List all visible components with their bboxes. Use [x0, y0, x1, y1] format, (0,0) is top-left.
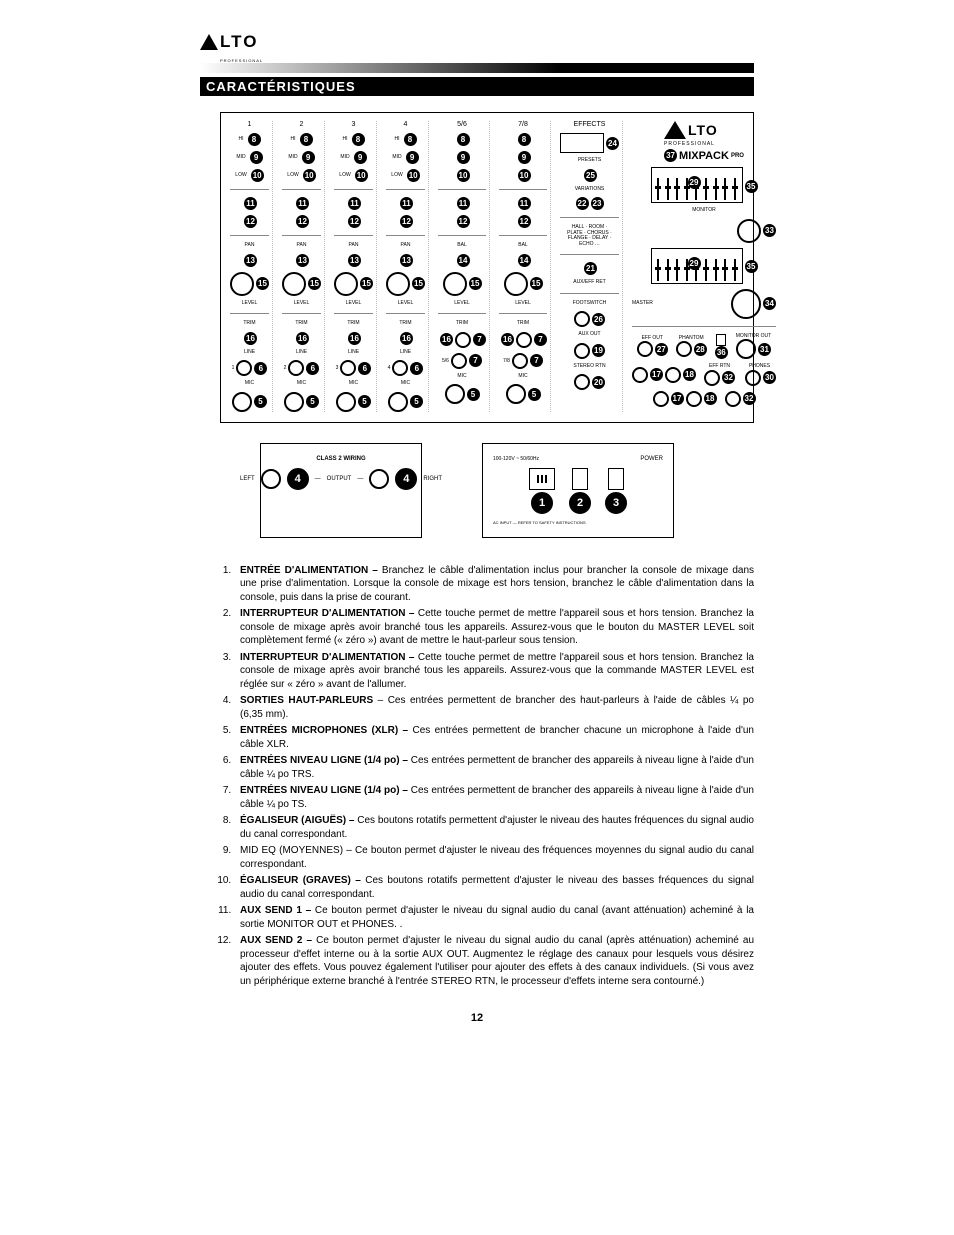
feature-item: ENTRÉE D'ALIMENTATION – Branchez le câbl… [234, 564, 754, 605]
features-list: ENTRÉE D'ALIMENTATION – Branchez le câbl… [200, 564, 754, 989]
product-brand: LTO PROFESSIONAL 37MIXPACKPRO [664, 121, 744, 162]
channel-2: 2 HI8 MID9 LOW10 11 12 PAN 13 15 LEVEL T… [279, 121, 325, 412]
feature-item: ENTRÉES NIVEAU LIGNE (1/4 po) – Ces entr… [234, 754, 754, 781]
output-panel: CLASS 2 WIRING LEFT 4 — OUTPUT — 4 RIGHT [260, 443, 422, 538]
master-eq: 29 [651, 248, 743, 284]
section-title: CARACTÉRISTIQUES [200, 77, 754, 96]
triangle-icon [200, 34, 218, 50]
feature-item: SORTIES HAUT-PARLEURS – Ces entrées perm… [234, 694, 754, 721]
feature-item: AUX SEND 1 – Ce bouton permet d'ajuster … [234, 904, 754, 931]
channel-1: 1 HI8 MID9 LOW10 11 12 PAN 13 15 LEVEL T… [227, 121, 273, 412]
feature-item: INTERRUPTEUR D'ALIMENTATION – Cette touc… [234, 607, 754, 648]
feature-item: INTERRUPTEUR D'ALIMENTATION – Cette touc… [234, 651, 754, 692]
feature-item: MID EQ (MOYENNES) – Ce bouton permet d'a… [234, 844, 754, 871]
monitor-eq: 29 [651, 167, 743, 203]
channel-3: 3 HI8 MID9 LOW10 11 12 PAN 13 15 LEVEL T… [331, 121, 377, 412]
channel-7-8: 7/8 8 9 10 11 12 BAL 14 15 LEVEL TRIM 16… [496, 121, 551, 412]
effects-section: EFFECTS 24 PRESETS 25 VARIATIONS 2223 HA… [557, 121, 623, 412]
brand-logo: LTO [200, 32, 754, 52]
brand-name: LTO [220, 32, 258, 52]
power-panel: 100-120V ~ 50/60Hz POWER 1 2 3 AC INPUT … [482, 443, 674, 538]
feature-item: ÉGALISEUR (AIGUËS) – Ces boutons rotatif… [234, 814, 754, 841]
feature-item: ENTRÉES MICROPHONES (XLR) – Ces entrées … [234, 724, 754, 751]
triangle-icon [664, 121, 686, 139]
master-section: LTO PROFESSIONAL 37MIXPACKPRO 29 35 MONI… [629, 121, 779, 412]
feature-item: ENTRÉES NIVEAU LIGNE (1/4 po) – Ces entr… [234, 784, 754, 811]
channel-5-6: 5/6 8 9 10 11 12 BAL 14 15 LEVEL TRIM 16… [435, 121, 490, 412]
mixer-diagram: 1 HI8 MID9 LOW10 11 12 PAN 13 15 LEVEL T… [220, 112, 754, 423]
header-gradient [200, 63, 754, 73]
page-number: 12 [200, 1012, 754, 1024]
channel-4: 4 HI8 MID9 LOW10 11 12 PAN 13 15 LEVEL T… [383, 121, 429, 412]
feature-item: ÉGALISEUR (GRAVES) – Ces boutons rotatif… [234, 874, 754, 901]
feature-item: AUX SEND 2 – Ce bouton permet d'ajuster … [234, 934, 754, 988]
